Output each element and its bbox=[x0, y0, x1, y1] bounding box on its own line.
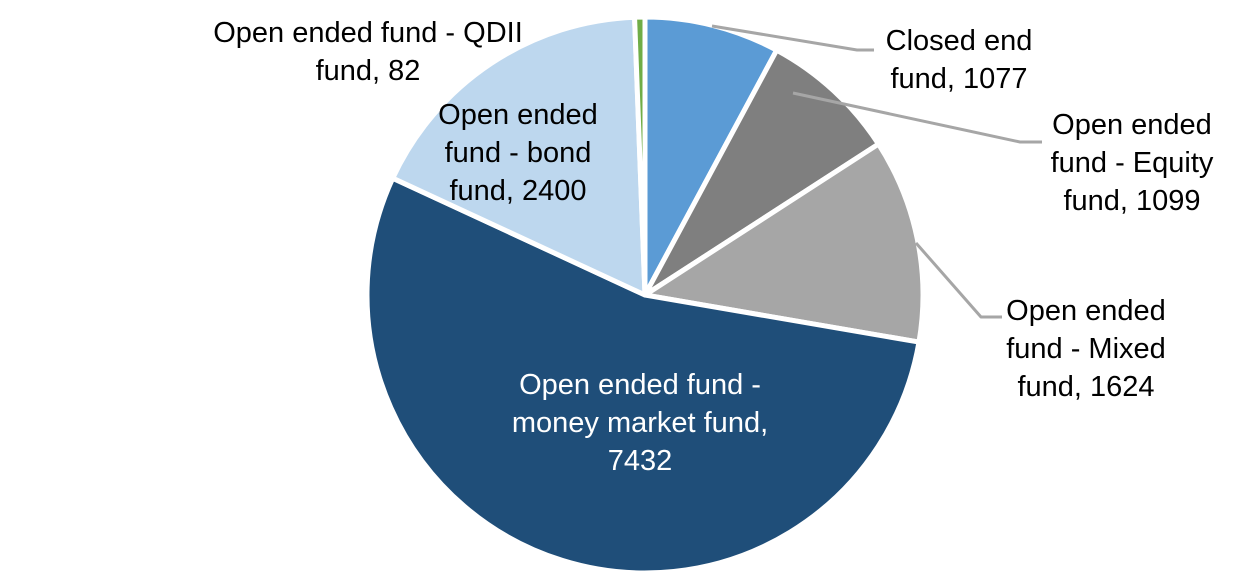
data-label-mixed-fund: Open ended fund - Mixed fund, 1624 bbox=[1006, 295, 1166, 403]
pie-slice-qdii bbox=[632, 14, 648, 298]
data-label-qdii-fund: Open ended fund - QDII fund, 82 bbox=[213, 17, 523, 87]
leader-line-equity bbox=[792, 91, 1042, 144]
pie-slice-bond bbox=[390, 14, 648, 298]
data-label-money-market-fund: Open ended fund - money market fund, 743… bbox=[511, 369, 769, 477]
pie-slice-mixed bbox=[642, 141, 926, 345]
data-label-bond-fund: Open ended fund - bond fund, 2400 bbox=[438, 99, 598, 207]
pie-slice-money-market bbox=[364, 175, 922, 576]
pie-slice-equity bbox=[642, 47, 881, 298]
data-label-equity-fund: Open ended fund - Equity fund, 1099 bbox=[1050, 109, 1214, 217]
data-label-closed-end-fund: Closed end fund, 1077 bbox=[885, 25, 1033, 95]
leader-line-mixed bbox=[914, 242, 1002, 319]
leader-line-closed-end bbox=[711, 24, 874, 52]
